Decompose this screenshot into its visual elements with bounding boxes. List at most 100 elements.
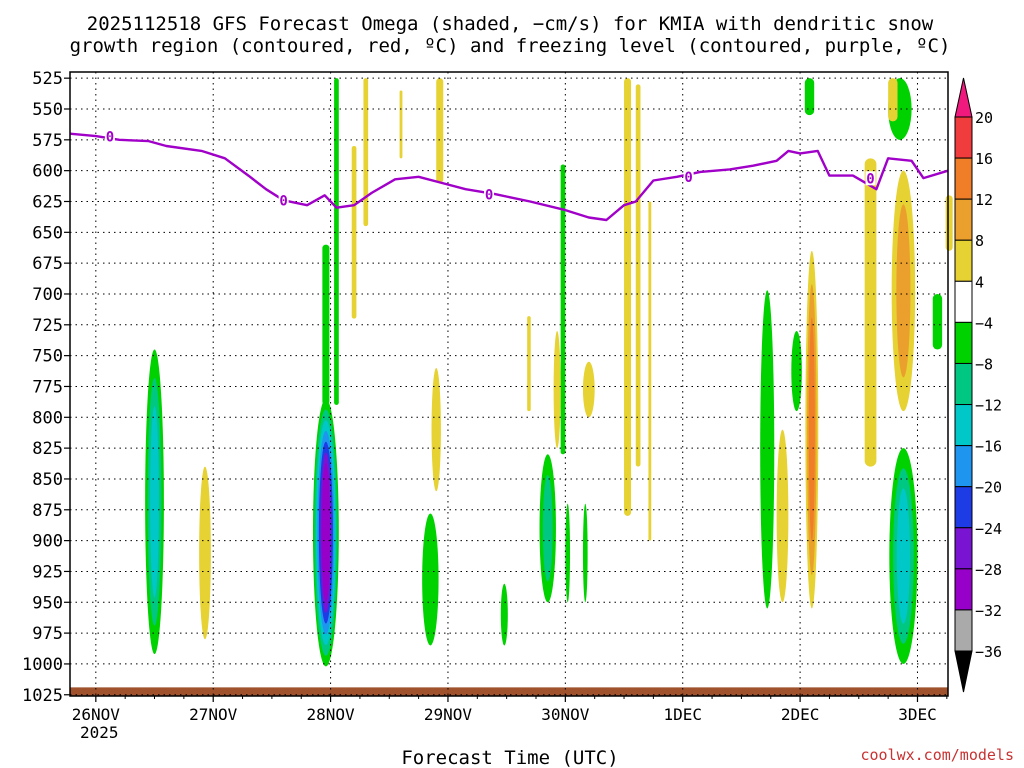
omega-feature-2-band-6 — [321, 463, 330, 603]
colorbar-top-arrow — [954, 77, 973, 118]
y-tick-label-900: 900 — [32, 532, 63, 552]
freezing-level-label-4: 0 — [866, 171, 874, 187]
freezing-level-label-3: 0 — [684, 170, 692, 186]
colorbar-label-1: 16 — [975, 150, 993, 168]
x-axis-label: Forecast Time (UTC) — [401, 747, 618, 768]
omega-feature-22-band-0 — [760, 290, 775, 609]
colorbar-label-13: −36 — [975, 643, 1002, 661]
colorbar-label-11: −28 — [975, 561, 1002, 579]
colorbar-label-3: 8 — [975, 232, 984, 250]
colorbar-label-7: −12 — [975, 397, 1002, 415]
x-tick-label-3DEC: 3DEC — [898, 705, 937, 724]
y-axis: 525 550 575 600 625 650 675 700 725 750 775 800 825 8… — [22, 69, 70, 706]
chart-title-line2: growth region (contoured, red, ºC) and f… — [70, 35, 951, 57]
omega-feature-4-band-0 — [334, 78, 339, 405]
x-tick-label-29NOV: 29NOV — [424, 705, 473, 724]
omega-feature-6-band-0 — [363, 78, 369, 227]
omega-feature-20-band-0 — [635, 84, 641, 467]
y-tick-label-675: 675 — [32, 254, 63, 274]
omega-feature-25-band-2 — [808, 317, 815, 542]
y-tick-label-950: 950 — [32, 593, 63, 613]
omega-feature-27-band-0 — [864, 158, 877, 467]
y-tick-label-600: 600 — [32, 162, 63, 182]
freezing-label-bg-0 — [104, 129, 115, 144]
omega-feature-5-band-0 — [351, 145, 357, 319]
freezing-label-bg-2 — [484, 187, 495, 202]
freezing-level-line — [69, 132, 949, 222]
freezing-label-bg-1 — [278, 193, 289, 208]
colorbar-segment-2 — [954, 198, 973, 241]
colorbar-segment-8 — [954, 445, 973, 488]
freezing-level-label-0: 0 — [106, 129, 114, 145]
omega-feature-11-band-0 — [500, 583, 508, 646]
y-tick-label-725: 725 — [32, 316, 63, 336]
colorbar-segment-5 — [954, 321, 973, 364]
omega-feature-9-band-0 — [431, 367, 441, 492]
omega-feature-15-band-0 — [553, 330, 561, 449]
colorbar-segment-9 — [954, 486, 973, 529]
freezing-label-bg-4 — [865, 171, 876, 186]
omega-feature-0-band-2 — [150, 406, 159, 598]
colorbar-label-10: −24 — [975, 520, 1002, 538]
colorbar-segment-4 — [954, 280, 973, 323]
colorbar-segment-11 — [954, 568, 973, 611]
colorbar-legend: 20 16 12 8 4 −4 −8 −12 −16 −20 −24 −28 −32 −36 — [954, 77, 1002, 693]
omega-feature-28-band-1 — [896, 204, 911, 378]
colorbar-segment-10 — [954, 527, 973, 570]
omega-feature-23-band-0 — [776, 429, 789, 603]
omega-feature-26-band-0 — [804, 78, 815, 116]
omega-feature-16-band-0 — [565, 503, 571, 603]
year-label: 2025 — [80, 723, 119, 742]
y-tick-label-825: 825 — [32, 439, 63, 459]
x-tick-label-2DEC: 2DEC — [781, 705, 820, 724]
y-tick-label-850: 850 — [32, 470, 63, 490]
omega-feature-3-band-0 — [322, 244, 330, 405]
colorbar-bottom-arrow — [954, 650, 973, 693]
y-tick-label-775: 775 — [32, 377, 63, 397]
y-tick-label-525: 525 — [32, 69, 63, 89]
colorbar-segment-6 — [954, 362, 973, 406]
y-tick-label-1025: 1025 — [22, 686, 63, 706]
x-tick-label-1DEC: 1DEC — [663, 705, 702, 724]
omega-feature-1-band-0 — [199, 466, 211, 640]
colorbar-label-5: −4 — [975, 314, 993, 332]
chart-title-line1: 2025112518 GFS Forecast Omega (shaded, −… — [87, 13, 934, 35]
omega-feature-8-band-0 — [436, 78, 444, 183]
x-tick-label-27NOV: 27NOV — [189, 705, 238, 724]
y-tick-label-625: 625 — [32, 192, 63, 212]
omega-feature-24-band-0 — [791, 330, 802, 412]
omega-feature-17-band-0 — [582, 503, 588, 603]
y-tick-label-975: 975 — [32, 624, 63, 644]
y-tick-label-750: 750 — [32, 347, 63, 367]
colorbar-segment-12 — [954, 609, 973, 652]
omega-feature-13-band-1 — [542, 475, 553, 582]
freezing-label-bg-3 — [683, 170, 694, 185]
colorbar-label-8: −16 — [975, 438, 1002, 456]
y-tick-label-875: 875 — [32, 501, 63, 521]
y-tick-label-650: 650 — [32, 223, 63, 243]
colorbar-segment-3 — [954, 239, 973, 282]
colorbar-label-12: −32 — [975, 602, 1002, 620]
omega-feature-33-band-0 — [945, 195, 953, 251]
plot-frame — [69, 71, 949, 697]
freezing-level-label-1: 0 — [279, 193, 287, 209]
freezing-level-contour: 0 0 0 0 0 — [69, 129, 949, 222]
omega-feature-14-band-0 — [560, 164, 566, 455]
freezing-level-label-2: 0 — [485, 187, 493, 203]
y-tick-label-550: 550 — [32, 100, 63, 120]
y-tick-label-575: 575 — [32, 131, 63, 151]
terrain-layer — [70, 687, 948, 696]
x-tick-label-28NOV: 28NOV — [306, 705, 355, 724]
colorbar-label-4: 4 — [975, 273, 984, 291]
colorbar-segment-1 — [954, 157, 973, 200]
credit-text: coolwx.com/models — [860, 746, 1014, 764]
y-tick-label-925: 925 — [32, 562, 63, 582]
omega-feature-19-band-0 — [624, 78, 632, 516]
omega-shading — [145, 78, 953, 667]
omega-feature-10-band-0 — [422, 513, 439, 646]
omega-feature-18-band-0 — [582, 361, 595, 418]
y-tick-label-700: 700 — [32, 285, 63, 305]
omega-feature-31-band-2 — [896, 488, 910, 624]
omega-feature-30-band-0 — [888, 78, 898, 122]
